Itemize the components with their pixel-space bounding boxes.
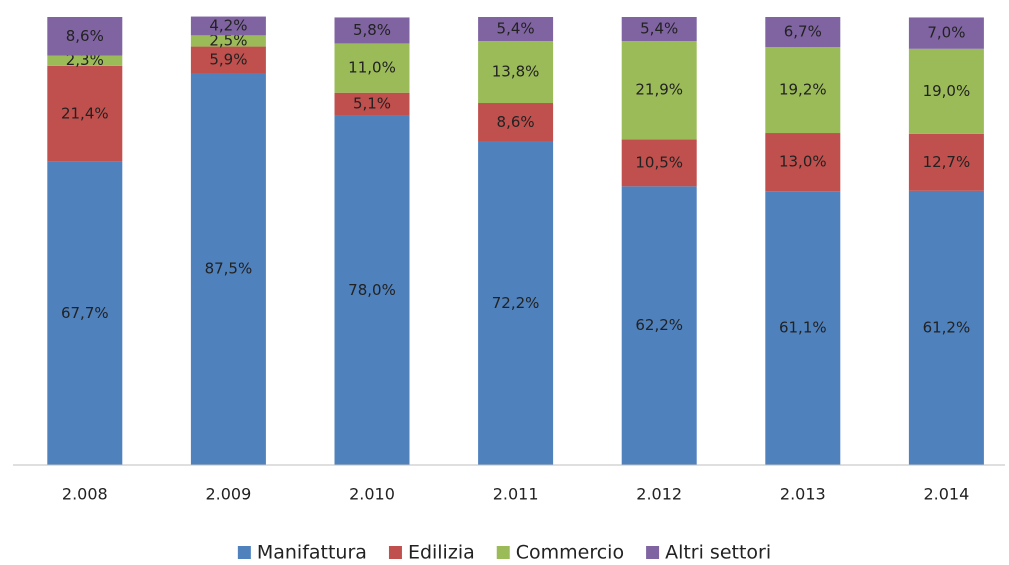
data-label: 13,8% [492, 63, 540, 81]
bar-segment [908, 48, 984, 134]
data-label: 19,2% [779, 81, 827, 99]
bar-segment [190, 35, 266, 47]
data-label: 19,0% [923, 82, 971, 100]
bar-segment [765, 17, 841, 48]
data-label: 61,1% [779, 319, 827, 337]
data-label: 78,0% [348, 281, 396, 299]
x-tick-label: 2.014 [923, 485, 969, 504]
x-tick-label: 2.010 [349, 485, 395, 504]
bar-segment [621, 41, 697, 140]
bar-segment [621, 17, 697, 42]
bar-segment [334, 92, 410, 116]
bar-segment [47, 161, 123, 466]
data-label: 6,7% [784, 23, 822, 41]
bar-segment [621, 139, 697, 187]
bar-segment [47, 17, 123, 56]
bar-segment [190, 16, 266, 36]
data-label: 21,9% [635, 81, 683, 99]
bar-segment [478, 17, 554, 42]
bar-segment [765, 133, 841, 192]
bar-segment [621, 186, 697, 465]
x-tick-label: 2.009 [205, 485, 251, 504]
data-label: 2,5% [209, 31, 247, 49]
bar-segment [47, 55, 123, 66]
data-label: 7,0% [927, 24, 965, 42]
data-label: 5,8% [353, 21, 391, 39]
data-label: 5,9% [209, 50, 247, 68]
data-label: 11,0% [348, 59, 396, 77]
bar-segment [334, 43, 410, 93]
bar-segment [478, 41, 554, 104]
data-label: 2,3% [66, 51, 104, 69]
data-label: 4,2% [209, 16, 247, 34]
data-label: 67,7% [61, 304, 109, 322]
bar-segment [47, 65, 123, 162]
x-tick-label: 2.008 [62, 485, 108, 504]
legend-swatch [646, 546, 660, 559]
legend-label: Commercio [516, 542, 624, 564]
data-label: 87,5% [205, 260, 253, 278]
data-label: 12,7% [923, 153, 971, 171]
legend-swatch [237, 546, 251, 559]
bar-segment [765, 191, 841, 465]
legend-swatch [388, 546, 402, 559]
data-label: 62,2% [635, 316, 683, 334]
bar-segment [478, 103, 554, 142]
bar-segment [334, 17, 410, 44]
bar-segment [908, 17, 984, 49]
data-label: 5,4% [640, 20, 678, 38]
data-label: 5,1% [353, 95, 391, 113]
data-label: 61,2% [923, 318, 971, 336]
data-label: 21,4% [61, 104, 109, 122]
bar-segment [908, 133, 984, 191]
data-label: 13,0% [779, 153, 827, 171]
bar-segment [908, 190, 984, 465]
legend-label: Manifattura [257, 542, 367, 564]
data-label: 10,5% [635, 153, 683, 171]
data-label: 5,4% [497, 20, 535, 38]
bar-segment [334, 115, 410, 465]
data-label: 8,6% [497, 113, 535, 131]
legend-label: Edilizia [408, 542, 475, 564]
bar-segment [478, 141, 554, 465]
legend-swatch [496, 546, 510, 559]
data-label: 8,6% [66, 27, 104, 45]
legend-label: Altri settori [665, 542, 771, 564]
data-label: 72,2% [492, 294, 540, 312]
bar-segment [190, 46, 266, 73]
x-tick-label: 2.012 [636, 485, 682, 504]
bar-segment [190, 73, 266, 465]
bar-segment [765, 47, 841, 134]
x-tick-label: 2.013 [780, 485, 826, 504]
x-tick-label: 2.011 [493, 485, 539, 504]
